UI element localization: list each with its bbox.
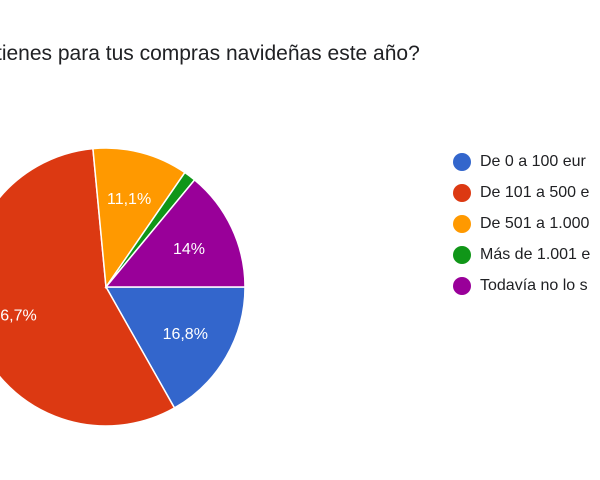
legend-swatch (453, 276, 471, 295)
legend-swatch (453, 214, 471, 233)
legend-item-mas-1001: Más de 1.001 e (453, 239, 590, 270)
chart-title: tienes para tus compras navideñas este a… (0, 42, 420, 65)
legend-swatch (453, 152, 471, 171)
legend-item-todavia-no: Todavía no lo s (453, 270, 590, 301)
legend-item-101-500: De 101 a 500 e (453, 177, 590, 208)
pie-label-0-100: 16,8% (163, 326, 208, 343)
pie-slice-501-1000 (92, 147, 186, 290)
pie-slice-101-500 (0, 147, 176, 427)
pie-label-501-1000: 11,1% (107, 191, 151, 208)
legend: De 0 a 100 eur De 101 a 500 e De 501 a 1.0… (453, 146, 590, 301)
pie-slice-labels: 16,8% 6,7% 11,1% 14% (0, 191, 208, 343)
pie-slice-todavia-no (104, 178, 246, 288)
legend-label: De 0 a 100 eur (480, 152, 586, 170)
legend-item-501-1000: De 501 a 1.000 (453, 208, 590, 239)
legend-label: De 501 a 1.000 (480, 214, 590, 232)
pie-slice-0-100 (104, 286, 246, 409)
legend-swatch (453, 183, 471, 202)
pie-label-todavia-no: 14% (173, 241, 205, 258)
legend-swatch (453, 245, 471, 264)
legend-label: Más de 1.001 e (480, 245, 591, 263)
pie-label-101-500: 6,7% (0, 308, 36, 325)
legend-item-0-100: De 0 a 100 eur (453, 146, 590, 177)
legend-label: De 101 a 500 e (480, 183, 590, 201)
pie-slices (0, 147, 246, 427)
legend-label: Todavía no lo s (480, 276, 588, 294)
